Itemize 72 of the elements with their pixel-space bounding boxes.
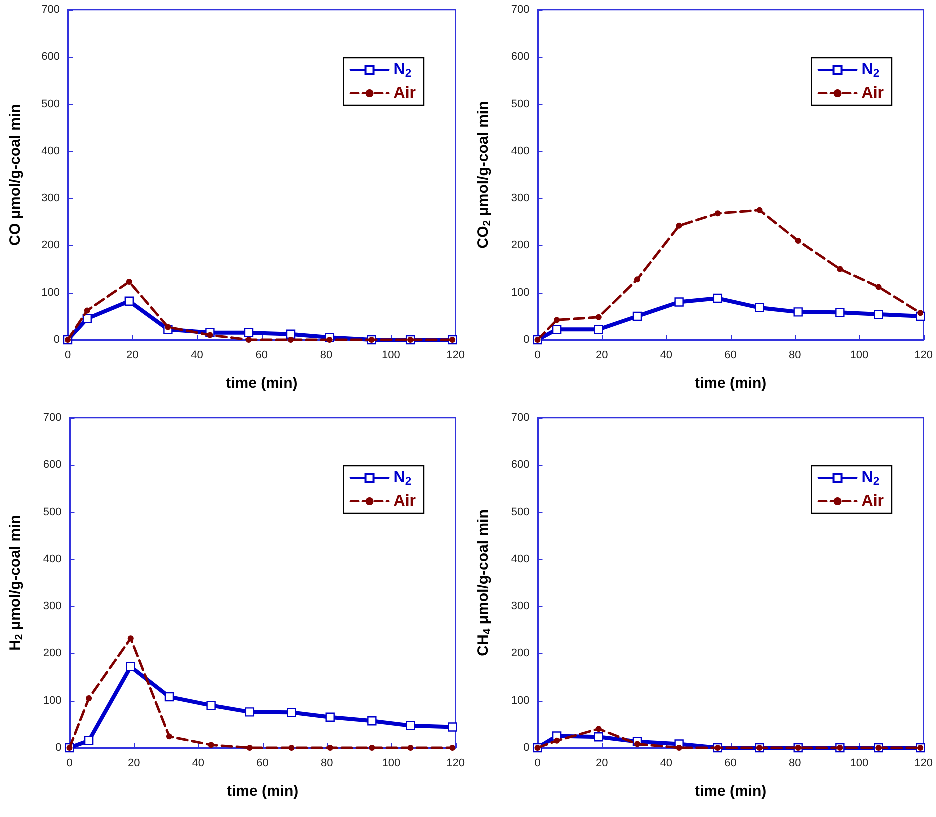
x-tick-label: 60 (724, 758, 737, 770)
x-tick-label: 80 (320, 350, 333, 362)
x-tick-label: 40 (660, 758, 673, 770)
y-tick-label: 200 (43, 648, 62, 660)
y-tick-label: 100 (511, 694, 530, 707)
y-tick-label: 300 (43, 600, 62, 613)
y-tick-label: 0 (56, 742, 62, 754)
x-tick-label: 40 (192, 758, 205, 770)
x-tick-label: 0 (534, 350, 541, 362)
y-tick-label: 0 (524, 334, 530, 346)
y-axis-title: H2 μmol/g-coal min (7, 515, 26, 651)
x-tick-label: 60 (256, 350, 268, 362)
x-tick-label: 0 (64, 350, 72, 362)
x-tick-label: 40 (660, 350, 673, 362)
y-tick-label: 600 (43, 459, 62, 472)
x-tick-label: 100 (382, 758, 401, 770)
x-tick-label: 80 (789, 350, 802, 362)
x-tick-label: 100 (850, 758, 869, 770)
x-tick-label: 20 (128, 758, 140, 770)
x-axis-title: time (min) (694, 375, 767, 392)
y-tick-label: 200 (511, 648, 530, 660)
y-tick-label: 0 (54, 334, 60, 346)
x-tick-label: 60 (724, 350, 737, 362)
legend-label: Air (394, 493, 416, 510)
y-tick-label: 500 (511, 506, 530, 518)
y-axis-title: CH4 μmol/g-coal min (475, 510, 494, 656)
x-tick-label: 0 (534, 758, 541, 770)
y-tick-label: 100 (42, 286, 60, 299)
y-tick-label: 100 (43, 694, 62, 707)
y-tick-label: 500 (511, 98, 530, 110)
y-tick-label: 400 (511, 145, 530, 158)
y-tick-label: 700 (511, 4, 530, 16)
legend-label: Air (862, 85, 884, 102)
y-tick-label: 400 (43, 553, 62, 566)
y-tick-label: 600 (42, 51, 60, 64)
y-tick-label: 200 (511, 240, 530, 252)
y-tick-label: 600 (511, 459, 530, 472)
x-tick-label: 20 (126, 350, 139, 362)
x-tick-label: 20 (596, 758, 608, 770)
x-tick-label: 100 (382, 350, 400, 362)
x-tick-label: 60 (256, 758, 269, 770)
y-tick-label: 300 (511, 600, 530, 613)
y-tick-label: 400 (511, 553, 530, 566)
y-tick-label: 100 (511, 286, 530, 299)
x-tick-label: 80 (321, 758, 334, 770)
legend-label: Air (394, 85, 416, 102)
y-tick-label: 300 (511, 192, 530, 205)
x-tick-label: 80 (789, 758, 802, 770)
x-tick-label: 120 (914, 350, 934, 362)
y-tick-label: 500 (43, 506, 62, 518)
x-tick-label: 120 (446, 758, 466, 770)
y-axis-title: CO μmol/g-coal min (7, 104, 24, 246)
x-tick-label: 0 (66, 758, 73, 770)
legend-label: Air (862, 493, 884, 510)
x-tick-label: 120 (446, 350, 466, 362)
y-axis-title: CO2 μmol/g-coal min (475, 101, 494, 249)
x-tick-label: 120 (914, 758, 934, 770)
x-axis-title: time (min) (226, 375, 298, 392)
x-tick-label: 40 (191, 350, 204, 362)
x-axis-title: time (min) (226, 783, 299, 800)
y-tick-label: 300 (42, 192, 60, 205)
y-tick-label: 200 (42, 240, 60, 252)
y-tick-label: 400 (42, 145, 60, 158)
y-tick-label: 0 (524, 742, 530, 754)
y-tick-label: 600 (511, 51, 530, 64)
x-axis-title: time (min) (694, 783, 767, 800)
y-tick-label: 700 (42, 4, 60, 16)
x-tick-label: 100 (850, 350, 869, 362)
x-tick-label: 20 (596, 350, 608, 362)
y-tick-label: 700 (43, 412, 62, 424)
y-tick-label: 500 (42, 98, 60, 110)
y-tick-label: 700 (511, 412, 530, 424)
